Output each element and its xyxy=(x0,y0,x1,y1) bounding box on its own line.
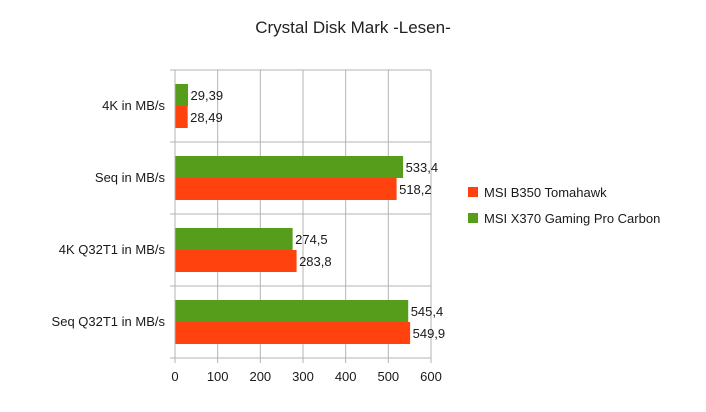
bar-b350 xyxy=(175,322,411,344)
x-tick-label: 200 xyxy=(249,369,271,384)
x-tick-label: 100 xyxy=(207,369,229,384)
legend-label: MSI X370 Gaming Pro Carbon xyxy=(484,211,660,226)
data-label: 533,4 xyxy=(406,160,439,175)
x-tick-label: 600 xyxy=(420,369,442,384)
data-label: 518,2 xyxy=(399,182,432,197)
data-label: 549,9 xyxy=(413,326,446,341)
bar-b350 xyxy=(175,178,397,200)
grid xyxy=(170,69,432,359)
x-tick-label: 400 xyxy=(335,369,357,384)
category-label: 4K Q32T1 in MB/s xyxy=(59,242,166,257)
data-label: 28,49 xyxy=(190,110,223,125)
data-label: 283,8 xyxy=(299,254,332,269)
category-label: Seq Q32T1 in MB/s xyxy=(52,314,166,329)
x-tick-label: 300 xyxy=(292,369,314,384)
data-label: 545,4 xyxy=(411,304,444,319)
bar-b350 xyxy=(175,250,297,272)
legend-swatch xyxy=(468,213,478,223)
legend: MSI B350 Tomahawk MSI X370 Gaming Pro Car… xyxy=(468,185,660,226)
bar-x370 xyxy=(175,156,404,178)
category-label: 4K in MB/s xyxy=(102,98,165,113)
x-tick-label: 500 xyxy=(377,369,399,384)
bar-x370 xyxy=(175,300,409,322)
legend-label: MSI B350 Tomahawk xyxy=(484,185,607,200)
data-label: 29,39 xyxy=(191,88,224,103)
data-label: 274,5 xyxy=(295,232,328,247)
x-tick-label: 0 xyxy=(171,369,178,384)
bar-b350 xyxy=(175,106,188,128)
bar-x370 xyxy=(175,228,293,250)
category-label: Seq in MB/s xyxy=(95,170,166,185)
chart-title: Crystal Disk Mark -Lesen- xyxy=(255,18,451,37)
bar-x370 xyxy=(175,84,189,106)
bars: 29,39 28,49 533,4 518,2 274,5 283,8 545,4 549,9 xyxy=(175,84,446,344)
axes: 0 100 200 300 400 500 600 4K in MB/s Seq in MB/s… xyxy=(52,70,442,384)
legend-swatch xyxy=(468,187,478,197)
